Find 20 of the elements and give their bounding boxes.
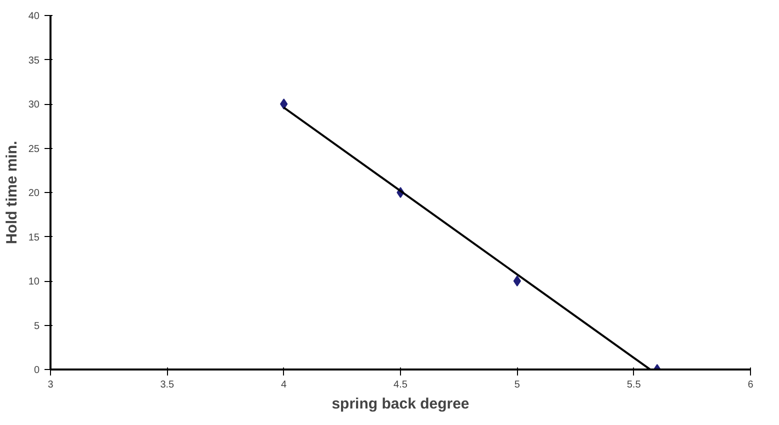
y-tick-label: 40 <box>28 11 40 22</box>
x-tick-label: 3 <box>48 380 54 390</box>
x-tick-label: 5 <box>514 380 520 390</box>
x-tick-label: 6 <box>748 380 754 390</box>
x-tick-label: 4.5 <box>394 380 408 390</box>
x-tick-label: 4 <box>281 380 288 390</box>
y-tick-label: 15 <box>28 232 40 244</box>
point <box>280 98 288 110</box>
y-tick-label: 30 <box>28 100 40 110</box>
y-tick-label: 25 <box>28 144 40 155</box>
y-tick-label: 35 <box>28 55 40 66</box>
y-tick-label: 20 <box>28 188 40 199</box>
y-tick-label: 5 <box>34 320 40 332</box>
y-axis-title: Hold time min. <box>3 140 20 244</box>
x-tick-label: 3.5 <box>160 380 175 390</box>
x-tick-label: 5.5 <box>626 380 642 390</box>
y-tick-label: 10 <box>28 276 40 288</box>
y-tick-label: 0 <box>34 365 40 376</box>
x-axis-title: spring back degree <box>332 396 470 412</box>
point <box>513 276 521 286</box>
